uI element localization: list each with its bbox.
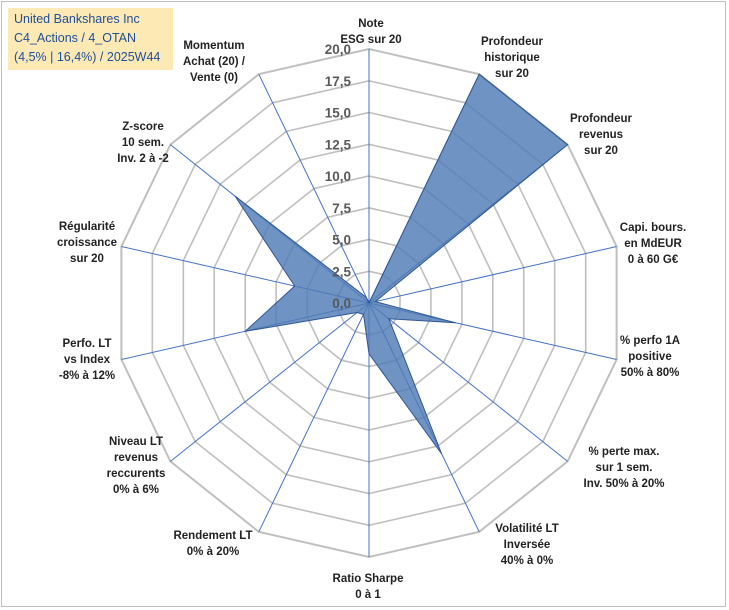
tick-label: 15,0	[325, 106, 351, 121]
axis-label-layer: Note ESG sur 20 Profondeur historique sur 20…	[57, 18, 686, 601]
title-line-2: C4_Actions / 4_OTAN	[14, 31, 137, 45]
axis-label-9: Niveau LT revenus reccurents 0% à 6%	[107, 436, 166, 496]
series-layer	[234, 73, 569, 455]
axis-label-0: Note ESG sur 20	[340, 18, 401, 46]
title-line-3: (4,5% | 16,4%) / 2025W44	[14, 50, 161, 64]
axis-label-7: Ratio Sharpe 0 à 1	[333, 573, 404, 601]
axis-label-4: % perfo 1A positive 50% à 80%	[620, 335, 680, 379]
tick-label: 7,5	[332, 201, 351, 216]
axis-label-1: Profondeur historique sur 20	[481, 36, 543, 80]
axis-spoke-5	[368, 302, 568, 462]
axis-label-8: Rendement LT 0% à 20%	[173, 530, 252, 558]
axis-spoke-3	[368, 246, 617, 304]
axis-label-13: Momentum Achat (20) / Vente (0)	[183, 40, 246, 84]
axis-spoke-8	[258, 302, 370, 533]
tick-label: 20,0	[325, 42, 351, 57]
tick-label: 10,0	[325, 169, 351, 184]
axis-spoke-9	[170, 302, 370, 462]
axis-spoke-13	[258, 73, 370, 304]
axis-label-12: Z-score 10 sem. Inv. 2 à -2	[117, 121, 169, 165]
axis-label-11: Régularité croissance sur 20	[57, 221, 117, 265]
axis-label-10: Perfo. LT vs Index -8% à 12%	[59, 338, 115, 382]
axis-label-2: Profondeur revenus sur 20	[570, 113, 632, 157]
title-line-1: United Bankshares Inc	[14, 12, 140, 26]
tick-label: 2,5	[332, 264, 351, 279]
tick-label-layer: 0,0 2,5 5,0 7,5 10,0 12,5 15,0 17,5 20,0	[325, 42, 352, 311]
tick-label: 0,0	[332, 296, 351, 311]
chart-title-box: United Bankshares Inc C4_Actions / 4_OTA…	[8, 8, 173, 70]
tick-label: 5,0	[332, 233, 351, 248]
axis-label-6: Volatilité LT Inversée 40% à 0%	[495, 523, 558, 567]
axis-label-5: % perte max. sur 1 sem. Inv. 50% à 20%	[584, 446, 665, 490]
series-area	[234, 73, 569, 455]
tick-label: 17,5	[325, 74, 352, 89]
tick-label: 12,5	[325, 137, 352, 152]
axis-label-3: Capi. bours. en MdEUR 0 à 60 G€	[620, 222, 686, 266]
